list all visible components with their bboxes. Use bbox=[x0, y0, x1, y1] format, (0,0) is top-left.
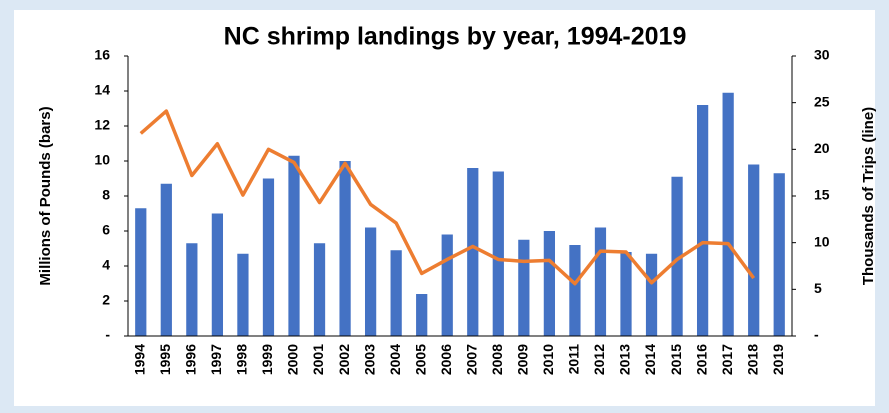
y-tick-label: - bbox=[105, 327, 110, 343]
x-tick-label: 2002 bbox=[336, 344, 352, 375]
bar bbox=[645, 253, 658, 336]
y-tick-label: 14 bbox=[94, 82, 110, 98]
y-axis-label: Millions of Pounds (bars) bbox=[37, 106, 54, 285]
x-tick-label: 2004 bbox=[387, 344, 403, 375]
bar bbox=[364, 227, 377, 336]
y2-tick-label: 15 bbox=[814, 187, 830, 203]
bar bbox=[543, 231, 556, 336]
x-tick-label: 2003 bbox=[361, 344, 377, 375]
line bbox=[139, 109, 756, 286]
x-tick-label: 1994 bbox=[131, 344, 147, 375]
bar bbox=[467, 168, 479, 336]
y-tick-label: 2 bbox=[102, 292, 110, 308]
x-tick-label: 2015 bbox=[668, 344, 684, 375]
x-tick-label: 2018 bbox=[744, 344, 760, 375]
x-tick-label: 1996 bbox=[183, 344, 199, 375]
x-tick-label: 2016 bbox=[693, 344, 709, 375]
bar bbox=[390, 250, 402, 336]
bar bbox=[160, 183, 172, 336]
x-tick-label: 2012 bbox=[591, 344, 607, 375]
x-tick-label: 2009 bbox=[515, 344, 531, 375]
x-tick-label: 2010 bbox=[540, 344, 556, 375]
x-tick-label: 1995 bbox=[157, 344, 173, 375]
bar bbox=[773, 173, 785, 336]
x-tick-label: 2008 bbox=[489, 344, 505, 375]
x-tick-label: 2019 bbox=[770, 344, 786, 375]
y2-tick-label: 25 bbox=[814, 93, 830, 109]
x-tick-label: 2005 bbox=[412, 344, 428, 375]
x-tick-label: 2017 bbox=[719, 344, 735, 375]
y2-tick-label: 20 bbox=[814, 140, 830, 156]
y2-axis-label: Thousands of Trips (line) bbox=[860, 107, 877, 285]
x-tick-label: 1997 bbox=[208, 344, 224, 375]
y2-tick-label: 30 bbox=[814, 47, 830, 63]
x-tick-label: 2013 bbox=[617, 344, 633, 375]
x-tick-label: 2011 bbox=[566, 344, 582, 375]
chart-title: NC shrimp landings by year, 1994-2019 bbox=[224, 23, 687, 51]
bar bbox=[620, 252, 632, 336]
bar bbox=[313, 243, 326, 336]
bar bbox=[211, 213, 224, 336]
bar bbox=[594, 227, 607, 336]
bar bbox=[135, 208, 147, 336]
x-tick-label: 2014 bbox=[642, 344, 658, 375]
x-tick-label: 2001 bbox=[310, 344, 326, 375]
bar bbox=[416, 294, 428, 336]
y-tick-label: 12 bbox=[94, 117, 110, 133]
x-tick-label: 2000 bbox=[285, 344, 301, 375]
bar bbox=[186, 243, 198, 336]
y2-tick-label: 5 bbox=[814, 280, 822, 296]
bar bbox=[569, 245, 581, 336]
x-tick-label: 2006 bbox=[438, 344, 454, 375]
y2-tick-label: 10 bbox=[814, 233, 830, 249]
x-tick-label: 1999 bbox=[259, 344, 275, 375]
bar bbox=[722, 92, 734, 336]
y-tick-label: 4 bbox=[102, 257, 110, 273]
y2-tick-label: - bbox=[814, 327, 819, 343]
y-tick-label: 10 bbox=[94, 152, 110, 168]
x-tick-label: 2007 bbox=[463, 344, 479, 375]
bar bbox=[696, 105, 709, 336]
bar bbox=[441, 234, 453, 336]
bar bbox=[262, 178, 275, 336]
y-tick-label: 16 bbox=[94, 47, 110, 63]
bar bbox=[671, 176, 683, 336]
bar bbox=[288, 155, 300, 336]
bar bbox=[339, 161, 351, 336]
y-tick-label: 8 bbox=[102, 187, 110, 203]
bar bbox=[748, 164, 760, 336]
bar bbox=[492, 171, 504, 336]
x-tick-label: 1998 bbox=[234, 344, 250, 375]
bar bbox=[237, 253, 249, 336]
y-tick-label: 6 bbox=[102, 222, 110, 238]
bar bbox=[518, 239, 530, 336]
